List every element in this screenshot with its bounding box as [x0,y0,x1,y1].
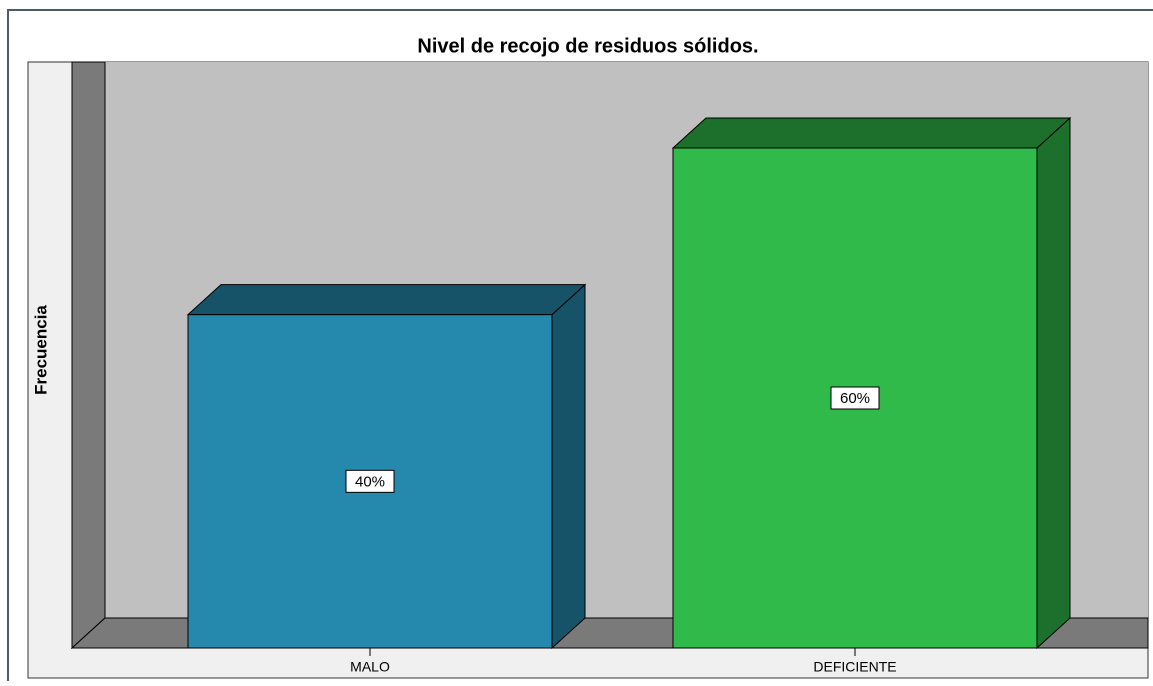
bar-side [1036,116,1071,650]
bar-side [551,283,586,650]
value-label-box [345,469,395,493]
x-tick-label: DEFICIENTE [813,659,896,675]
chart-title: Nivel de recojo de residuos sólidos. [417,35,758,57]
value-label: 40% [355,473,385,490]
bar-top [186,284,587,316]
x-tick-label: MALO [350,659,390,675]
y-axis-label: Frecuencia [31,305,50,395]
value-label: 60% [840,390,870,407]
side-wall [71,61,106,650]
bar-top [671,117,1072,149]
value-label-box [830,386,880,410]
